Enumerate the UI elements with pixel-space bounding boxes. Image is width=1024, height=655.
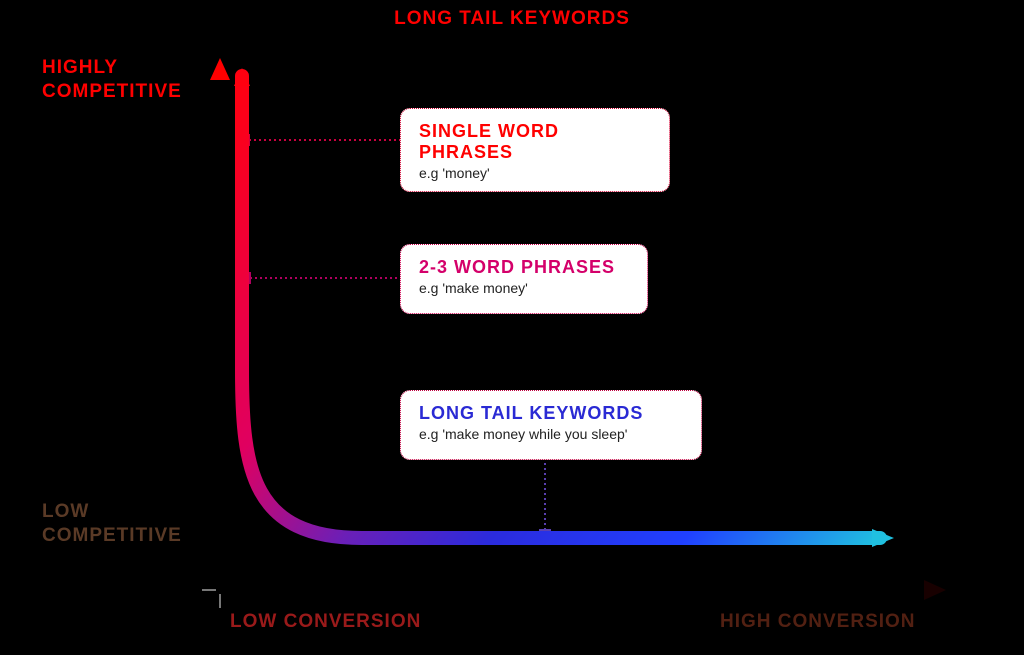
callout-subtitle: e.g 'make money while you sleep': [419, 426, 683, 442]
long-tail-chart: LONG TAIL KEYWORDS HIGHLY COMPETITIVE LO…: [0, 0, 1024, 655]
y-axis-label-high: HIGHLY COMPETITIVE: [42, 56, 182, 104]
x-axis-label-high: HIGH CONVERSION: [720, 611, 916, 633]
callout-title: SINGLE WORD PHRASES: [419, 121, 651, 163]
connectors: [249, 134, 551, 530]
y-axis-label-low: LOW COMPETITIVE: [42, 500, 182, 548]
x-axis-label-low: LOW CONVERSION: [230, 611, 421, 633]
callout-title: LONG TAIL KEYWORDS: [419, 403, 683, 424]
callout-single-word: SINGLE WORD PHRASES e.g 'money': [400, 108, 670, 192]
callout-two-three-word: 2-3 WORD PHRASES e.g 'make money': [400, 244, 648, 314]
callout-title: 2-3 WORD PHRASES: [419, 257, 629, 278]
callout-long-tail: LONG TAIL KEYWORDS e.g 'make money while …: [400, 390, 702, 460]
callout-subtitle: e.g 'make money': [419, 280, 629, 296]
callout-subtitle: e.g 'money': [419, 165, 651, 181]
